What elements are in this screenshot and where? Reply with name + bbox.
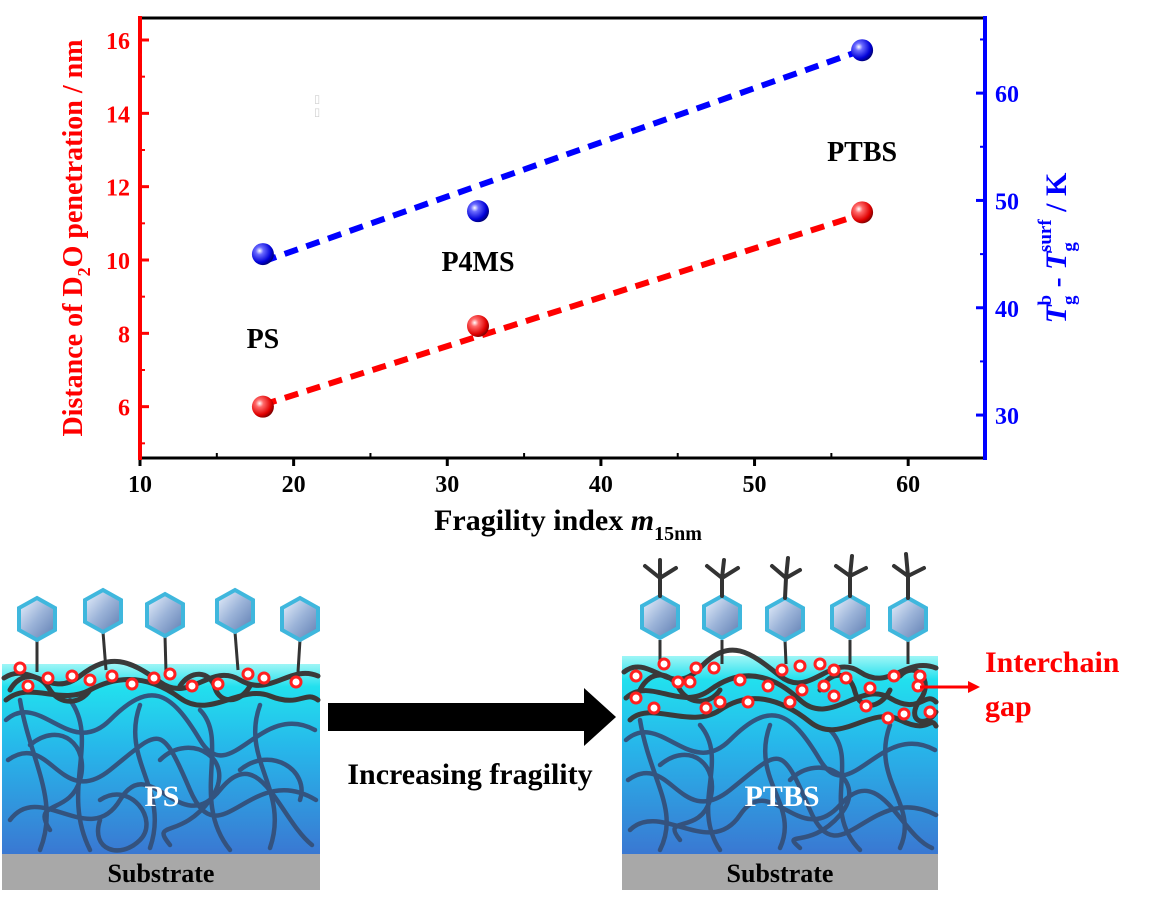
polymer-annotation: P4MS — [441, 247, 514, 278]
ps-bulk-chains — [3, 693, 319, 853]
tick-labels: 10 20 30 40 50 60 6 8 10 12 14 16 30 40 50 60 — [106, 29, 1019, 498]
y-axis-left-title: Distance of D2O penetration / nm — [58, 39, 94, 436]
blue-fit-line — [261, 47, 864, 265]
ptbs-panel: PTBS Substrate — [621, 552, 939, 890]
y-left-tick-label: 8 — [118, 322, 130, 348]
x-tick-label: 40 — [589, 472, 613, 498]
red-data-point — [851, 201, 874, 224]
ptbs-phenyl-rings — [640, 593, 928, 643]
red-fit-line — [261, 211, 864, 408]
gap-label-line1: Interchain — [985, 646, 1120, 679]
y-left-tick-label: 10 — [106, 249, 130, 275]
ps-pendants — [35, 631, 302, 673]
chart: 10 20 30 40 50 60 6 8 10 12 14 16 30 40 50 60 PS P4MS PTB… — [58, 16, 1080, 545]
ptbs-pendants — [658, 639, 910, 665]
fragility-arrow: Increasing fragility — [328, 688, 616, 791]
x-axis-title: Fragility index m15nm — [434, 504, 702, 545]
ptbs-gap-circles — [629, 657, 937, 725]
y-right-tick-label: 60 — [995, 82, 1019, 108]
gap-label-line2: gap — [985, 690, 1032, 723]
ptbs-tert-butyl-groups — [643, 552, 926, 600]
y-right-tick-label: 40 — [995, 297, 1019, 323]
ps-gap-circles — [13, 661, 303, 693]
y-left-tick-label: 14 — [106, 102, 130, 128]
ptbs-substrate-label: Substrate — [727, 859, 834, 888]
red-data-point — [467, 315, 489, 337]
red-data-point — [251, 395, 274, 418]
arrow-label: Increasing fragility — [347, 758, 592, 791]
y-right-tick-label: 50 — [995, 189, 1019, 215]
y-left-tick-label: 16 — [106, 29, 130, 55]
y-left-tick-label: 12 — [106, 176, 130, 202]
ps-phenyl-rings — [17, 587, 320, 643]
data-points — [251, 39, 874, 418]
ptbs-label: PTBS — [744, 780, 819, 813]
x-tick-label: 30 — [435, 472, 459, 498]
interchain-gap-callout: Interchain gap — [920, 646, 1120, 723]
y-left-tick-label: 6 — [118, 396, 130, 422]
ps-substrate-label: Substrate — [108, 859, 215, 888]
blue-data-point — [851, 39, 874, 62]
polymer-annotation: PS — [247, 324, 280, 355]
ptbs-bulk-chains — [623, 713, 939, 853]
ps-panel: PS Substrate — [1, 587, 321, 890]
x-tick-label: 20 — [282, 472, 306, 498]
ptbs-substrate — [622, 854, 938, 890]
x-tick-label: 50 — [743, 472, 767, 498]
y-axis-right-title: Tgb - Tgsurf / K — [1035, 172, 1080, 323]
schematic: PS Substrate Increasing fragility — [1, 552, 1120, 890]
blue-data-point — [467, 200, 489, 223]
x-tick-label: 60 — [896, 472, 920, 498]
x-tick-label: 10 — [128, 472, 152, 498]
ps-substrate — [2, 854, 320, 890]
ps-label: PS — [144, 780, 179, 813]
y-right-tick-label: 30 — [995, 404, 1019, 430]
fit-lines — [261, 47, 864, 408]
faint-artifact: ▭ ▭ — [311, 94, 323, 118]
blue-data-point — [251, 243, 274, 266]
annotations: PS P4MS PTBS — [247, 137, 898, 355]
polymer-annotation: PTBS — [827, 137, 897, 168]
